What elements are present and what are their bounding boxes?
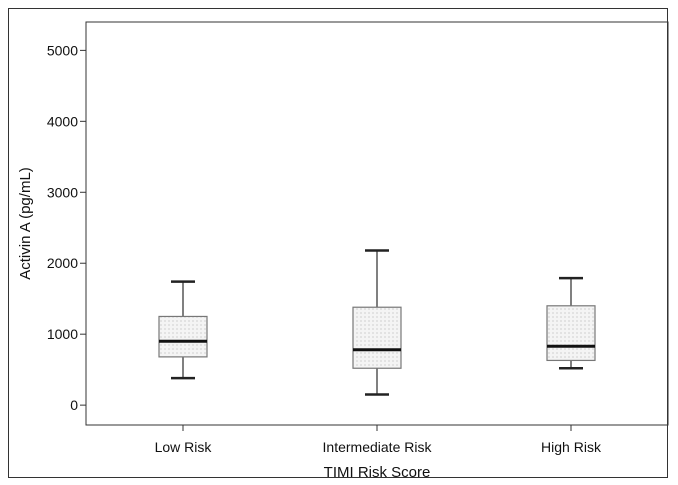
- box-plot: [158, 280, 208, 380]
- y-tick-label: 0: [70, 397, 78, 413]
- x-axis: Low Risk Intermediate Risk High Risk: [155, 425, 602, 455]
- box-plot: [352, 249, 402, 396]
- iqr-box: [158, 315, 208, 358]
- box-series: [158, 249, 596, 396]
- x-tick-label: Low Risk: [155, 439, 213, 455]
- y-axis: 0 1000 2000 3000 4000 5000: [47, 42, 86, 413]
- y-tick-label: 5000: [47, 42, 78, 58]
- box-plot: [546, 276, 596, 370]
- iqr-box: [546, 305, 596, 362]
- y-axis-title: Activin A (pg/mL): [17, 167, 34, 280]
- y-tick-label: 1000: [47, 326, 78, 342]
- x-tick-label: High Risk: [541, 439, 602, 455]
- x-axis-title: TIMI Risk Score: [324, 464, 431, 481]
- y-tick-label: 3000: [47, 184, 78, 200]
- y-tick-label: 2000: [47, 255, 78, 271]
- y-tick-label: 4000: [47, 113, 78, 129]
- iqr-box: [352, 306, 402, 369]
- x-tick-label: Intermediate Risk: [323, 439, 433, 455]
